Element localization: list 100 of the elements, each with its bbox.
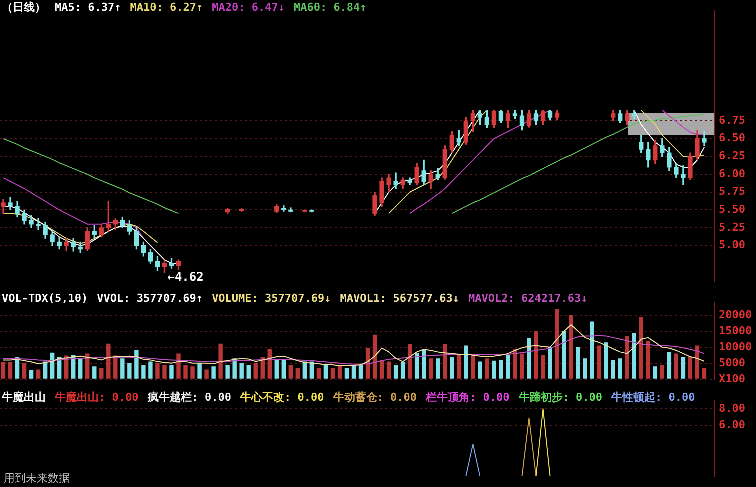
legend-label: 疯牛越栏: 0.00 — [148, 391, 232, 404]
y-tick-label: 6.00 — [719, 167, 746, 180]
y-tick-label: 5000 — [719, 356, 746, 370]
text: MAVOL2: 624217.63↓ — [468, 292, 588, 305]
bar — [114, 356, 118, 379]
y-tick-label: 5.75 — [719, 185, 746, 198]
bar — [240, 363, 244, 379]
bar — [380, 360, 384, 379]
bar — [198, 363, 202, 379]
legend-label: 栏牛顶角: 0.00 — [426, 391, 510, 404]
bar — [212, 366, 216, 379]
bar — [576, 347, 580, 379]
bar — [358, 365, 364, 379]
bar — [134, 350, 139, 379]
bar — [464, 346, 468, 379]
bar — [36, 370, 41, 379]
annotation: ←4.62 — [168, 270, 204, 284]
text: 牛性顿起: 0.00 — [612, 391, 696, 404]
bar — [527, 338, 532, 379]
bar — [386, 362, 392, 379]
legend-label: VVOL: 357707.69↑ — [97, 292, 204, 305]
annotation: 用到未来数据 — [4, 471, 70, 486]
bar — [443, 344, 448, 379]
bar — [583, 358, 588, 379]
bar — [639, 317, 644, 379]
chart-title: （日线） — [2, 1, 46, 14]
bar — [274, 360, 279, 379]
bar — [492, 360, 496, 379]
bar — [22, 363, 27, 379]
bar — [632, 333, 636, 379]
bar — [625, 336, 630, 379]
text: 牛动蓄仓: 0.00 — [333, 391, 417, 404]
bar — [394, 365, 398, 379]
bar — [190, 366, 195, 379]
bar — [106, 344, 111, 379]
y-tick-label: 8.00 — [719, 402, 746, 415]
bar — [78, 358, 83, 379]
bar — [128, 363, 132, 379]
bar — [660, 365, 665, 379]
y-tick-label: 6.00 — [719, 418, 746, 432]
bar — [92, 366, 97, 379]
text: MA20: 6.47↓ — [212, 1, 285, 14]
bar — [282, 360, 286, 379]
bar — [541, 355, 546, 379]
bar — [1, 362, 6, 379]
bar — [288, 365, 294, 379]
bar — [457, 355, 462, 379]
legend-label: 牛魔出山: 0.00 — [55, 391, 139, 404]
legend-label: 牛蹄初步: 0.00 — [518, 391, 602, 404]
bar — [148, 362, 153, 379]
y-tick-label: 5.00 — [719, 238, 746, 252]
bar — [429, 358, 434, 379]
bar — [569, 315, 574, 379]
bar — [218, 344, 223, 379]
bar — [674, 354, 679, 379]
bar — [534, 331, 538, 379]
bar — [344, 368, 350, 379]
bar — [611, 360, 616, 379]
bar — [688, 357, 693, 379]
bar — [156, 363, 160, 379]
bar — [513, 349, 518, 379]
y-tick-label: 20000 — [719, 308, 752, 322]
bar — [408, 344, 412, 379]
bar — [246, 365, 251, 379]
bar — [471, 355, 476, 379]
bar — [555, 309, 560, 379]
bar — [296, 368, 300, 379]
bar — [506, 355, 510, 379]
bar — [590, 322, 594, 379]
bar — [8, 362, 13, 379]
bar — [485, 358, 490, 379]
bar — [142, 365, 146, 379]
y-tick-label: 10000 — [719, 340, 752, 354]
bar — [372, 334, 378, 379]
bar — [184, 365, 188, 379]
text: MA5: 6.37↑ — [55, 1, 122, 14]
bar — [176, 354, 181, 379]
legend-label: VOLUME: 357707.69↓ — [212, 292, 332, 305]
text: 牛心不改: 0.00 — [240, 391, 324, 404]
bar — [162, 365, 167, 379]
bar — [324, 365, 328, 379]
y-tick-label: X100 — [719, 372, 746, 386]
bar — [120, 358, 125, 379]
bar — [316, 368, 322, 379]
bar — [499, 360, 504, 379]
bar — [330, 368, 336, 379]
y-tick-label: 5.25 — [719, 220, 746, 234]
bar — [681, 357, 686, 379]
bar — [478, 362, 482, 379]
bar — [548, 347, 552, 379]
y-tick-label: 15000 — [719, 324, 752, 338]
bar — [254, 363, 258, 379]
y-tick-label: 6.50 — [719, 132, 746, 145]
bar — [204, 370, 209, 379]
bar — [562, 331, 566, 379]
y-tick-label: 6.25 — [719, 150, 746, 163]
bar — [450, 357, 454, 379]
text: MA10: 6.27↑ — [130, 1, 204, 14]
bar — [414, 353, 420, 379]
chart-title: VOL-TDX(5,10) — [2, 292, 88, 305]
